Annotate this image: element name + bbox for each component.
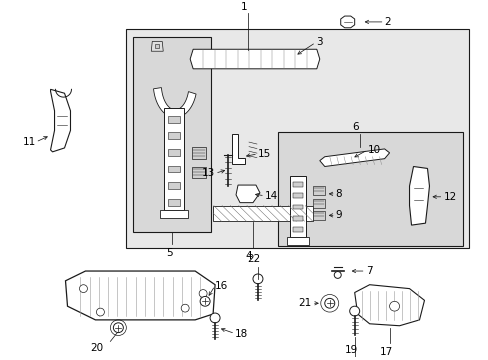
Circle shape — [210, 313, 220, 323]
Polygon shape — [232, 134, 244, 163]
Text: 10: 10 — [367, 145, 380, 155]
Text: 13: 13 — [202, 168, 215, 178]
Circle shape — [199, 289, 207, 297]
Text: 5: 5 — [165, 248, 172, 258]
Circle shape — [252, 274, 263, 284]
Text: 20: 20 — [90, 343, 103, 353]
Bar — [312, 186, 324, 195]
Bar — [292, 182, 302, 187]
Circle shape — [113, 323, 123, 333]
Text: 22: 22 — [247, 254, 260, 264]
Text: 4: 4 — [245, 252, 252, 261]
Bar — [213, 206, 312, 221]
Text: 11: 11 — [22, 137, 36, 147]
Bar — [168, 166, 180, 172]
Bar — [192, 147, 205, 159]
Bar — [292, 204, 302, 210]
Bar — [168, 199, 180, 206]
Text: 15: 15 — [258, 149, 271, 159]
Polygon shape — [151, 41, 163, 51]
Text: 8: 8 — [335, 189, 342, 199]
Circle shape — [334, 271, 341, 278]
Circle shape — [96, 308, 104, 316]
Text: 2: 2 — [384, 17, 390, 27]
Polygon shape — [65, 271, 215, 320]
Text: 14: 14 — [264, 191, 278, 201]
Polygon shape — [408, 167, 428, 225]
Polygon shape — [190, 49, 319, 69]
Text: 17: 17 — [379, 347, 392, 357]
Polygon shape — [50, 89, 70, 152]
Polygon shape — [340, 16, 354, 28]
Bar — [292, 216, 302, 221]
Text: 19: 19 — [345, 345, 358, 355]
Circle shape — [80, 285, 87, 293]
Bar — [192, 167, 205, 178]
Polygon shape — [319, 149, 389, 167]
Text: 12: 12 — [443, 192, 456, 202]
Bar — [168, 149, 180, 156]
Text: 9: 9 — [335, 210, 342, 220]
Bar — [292, 227, 302, 232]
Bar — [164, 108, 184, 211]
Text: 1: 1 — [240, 2, 247, 12]
Polygon shape — [155, 44, 159, 48]
Bar — [312, 211, 324, 220]
Text: 16: 16 — [215, 281, 228, 291]
Circle shape — [200, 296, 210, 306]
Bar — [277, 132, 463, 246]
Text: 6: 6 — [352, 122, 358, 132]
Bar — [289, 176, 305, 237]
Bar — [312, 199, 324, 207]
Polygon shape — [153, 87, 196, 118]
Text: 7: 7 — [365, 266, 371, 276]
Polygon shape — [354, 285, 424, 326]
Polygon shape — [236, 185, 260, 203]
Bar — [168, 116, 180, 122]
Polygon shape — [160, 211, 188, 218]
Polygon shape — [286, 237, 308, 245]
Text: 21: 21 — [298, 298, 311, 308]
Text: 18: 18 — [235, 329, 248, 338]
Circle shape — [181, 304, 189, 312]
Bar — [292, 193, 302, 198]
Bar — [168, 132, 180, 139]
Circle shape — [349, 306, 359, 316]
Circle shape — [324, 298, 334, 308]
Bar — [133, 37, 211, 232]
Text: 3: 3 — [315, 37, 322, 48]
Bar — [126, 29, 468, 248]
Circle shape — [389, 301, 399, 311]
Bar — [168, 182, 180, 189]
